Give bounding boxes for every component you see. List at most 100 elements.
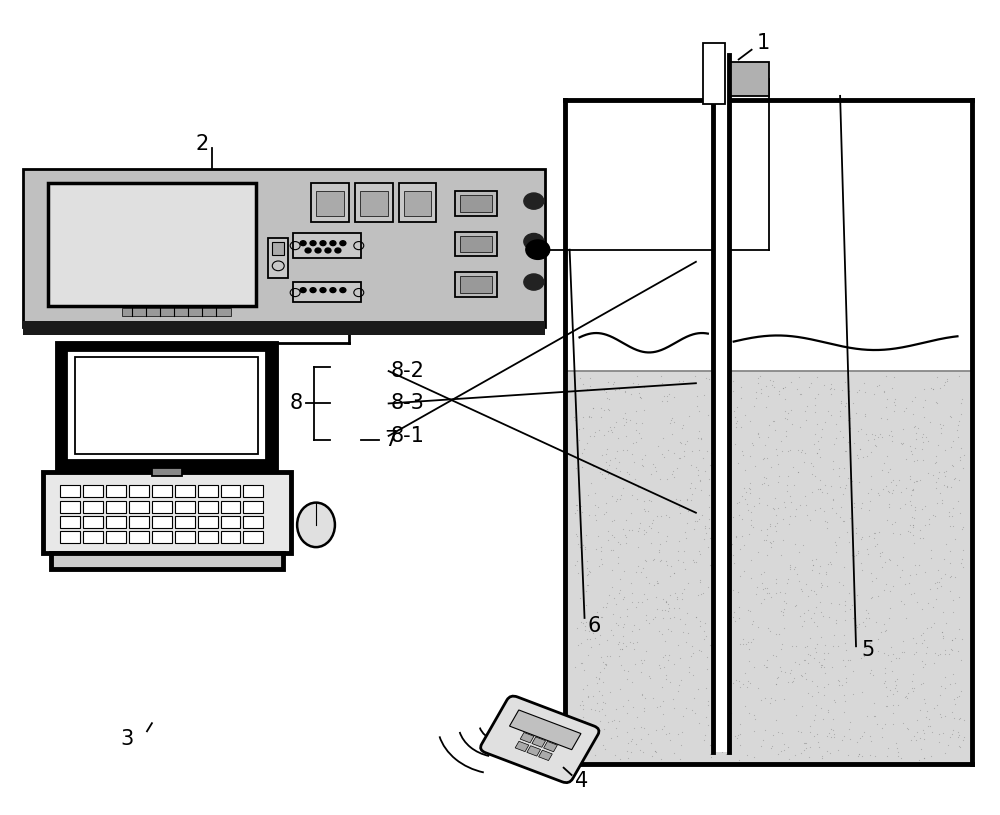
Point <box>700 540 716 553</box>
Point <box>848 549 864 562</box>
Point <box>885 718 901 731</box>
Point <box>952 453 968 466</box>
Point <box>653 369 669 382</box>
Point <box>569 504 585 517</box>
Point <box>739 680 755 693</box>
Point <box>593 553 609 566</box>
Point <box>766 381 782 394</box>
FancyBboxPatch shape <box>152 500 172 513</box>
Point <box>746 708 762 721</box>
Point <box>577 727 593 740</box>
Point <box>876 385 892 398</box>
Point <box>774 727 790 740</box>
Point <box>792 387 808 400</box>
Point <box>592 628 608 641</box>
Point <box>613 659 629 672</box>
Point <box>851 475 867 488</box>
Point <box>741 642 757 655</box>
Point <box>807 504 823 517</box>
Point <box>594 448 610 461</box>
Point <box>788 640 804 653</box>
Point <box>572 721 588 734</box>
Point <box>893 751 909 764</box>
Point <box>849 448 865 461</box>
Point <box>912 731 928 744</box>
Point <box>756 566 772 579</box>
Point <box>878 623 894 637</box>
Point <box>812 560 828 573</box>
Point <box>876 385 892 399</box>
Point <box>682 481 698 494</box>
Point <box>595 676 611 689</box>
Point <box>871 525 887 538</box>
Point <box>710 497 726 510</box>
Point <box>731 600 747 613</box>
Point <box>917 697 933 710</box>
Point <box>787 600 803 613</box>
Point <box>575 411 591 424</box>
Point <box>743 553 759 566</box>
Point <box>933 580 949 593</box>
Point <box>913 628 929 641</box>
FancyBboxPatch shape <box>527 746 541 756</box>
Point <box>678 531 694 544</box>
Point <box>678 636 694 649</box>
Point <box>731 675 747 688</box>
Point <box>577 714 593 727</box>
Point <box>935 632 951 645</box>
Point <box>679 493 695 506</box>
Point <box>831 597 847 610</box>
Point <box>802 513 818 526</box>
Point <box>761 587 777 600</box>
Point <box>607 452 623 465</box>
Point <box>721 572 737 585</box>
Point <box>785 675 801 688</box>
Point <box>915 724 931 737</box>
Point <box>598 659 614 672</box>
Point <box>743 505 759 518</box>
Point <box>666 657 682 670</box>
Point <box>587 499 603 512</box>
Point <box>664 427 680 440</box>
Point <box>733 421 749 434</box>
Point <box>803 377 819 390</box>
Point <box>942 570 958 584</box>
FancyBboxPatch shape <box>175 485 195 497</box>
Point <box>606 592 622 605</box>
Point <box>649 602 665 615</box>
Point <box>906 681 922 694</box>
Point <box>571 434 587 447</box>
Point <box>878 681 894 694</box>
Point <box>883 475 899 488</box>
Point <box>762 373 778 386</box>
Point <box>768 525 784 538</box>
Point <box>750 620 766 633</box>
Point <box>677 526 693 539</box>
Point <box>788 598 804 611</box>
Point <box>916 733 932 746</box>
Point <box>780 444 796 457</box>
Point <box>577 455 593 468</box>
Point <box>745 439 761 452</box>
Point <box>809 637 825 650</box>
Point <box>837 605 853 618</box>
Point <box>855 451 871 464</box>
Point <box>726 557 742 570</box>
Point <box>825 493 841 506</box>
Point <box>756 470 772 483</box>
Point <box>578 598 594 611</box>
Point <box>581 565 597 578</box>
Point <box>776 693 792 706</box>
Point <box>827 696 843 709</box>
Point <box>807 427 823 440</box>
Point <box>895 437 911 450</box>
Point <box>804 689 820 703</box>
Point <box>782 558 798 571</box>
Point <box>806 584 822 597</box>
Point <box>723 707 739 720</box>
Point <box>915 676 931 689</box>
Point <box>866 709 882 722</box>
Point <box>858 604 874 617</box>
Point <box>807 709 823 722</box>
Point <box>846 500 862 513</box>
